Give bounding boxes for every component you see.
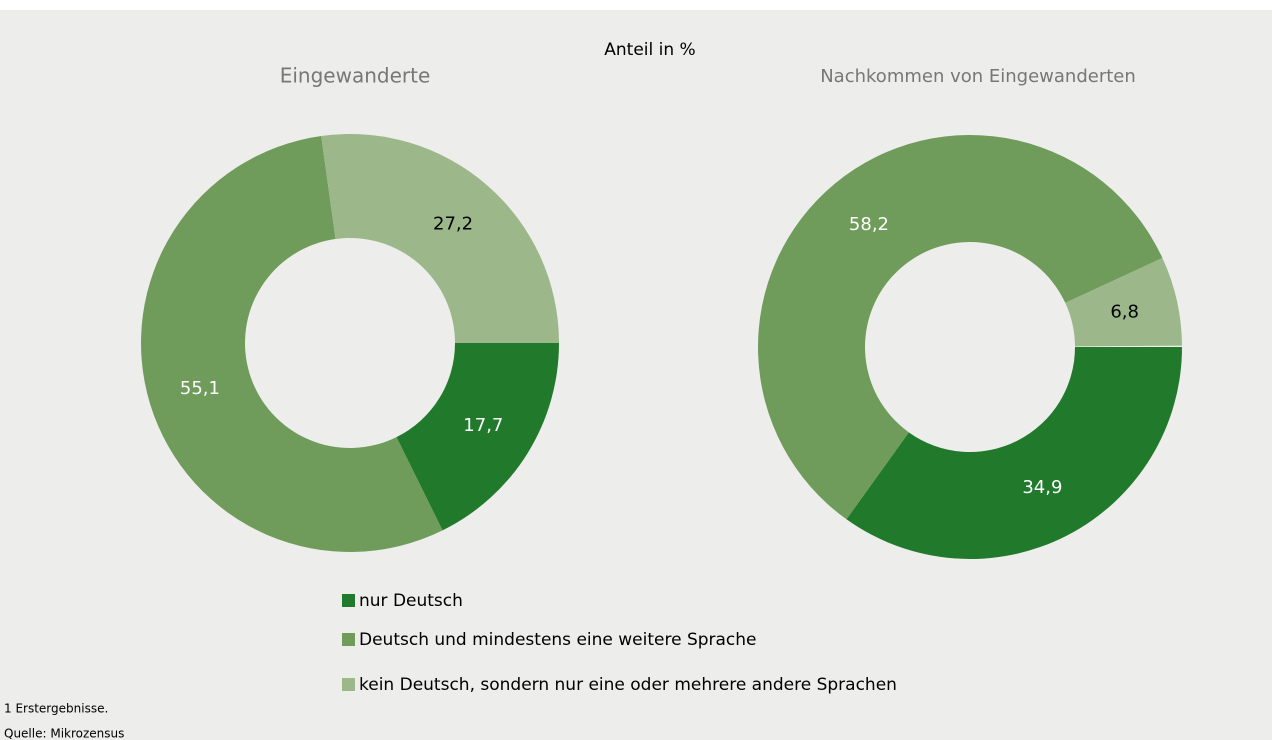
donut-segment: Deutsch und mindestens eine weitere Spra… xyxy=(758,135,1163,520)
footnote: Quelle: Mikrozensus xyxy=(4,727,124,740)
donut-segment: kein Deutsch, sondern nur eine oder mehr… xyxy=(1065,257,1182,347)
data-label: 55,1 xyxy=(180,378,220,399)
data-label: 27,2 xyxy=(433,214,473,235)
donut-segment: nur Deutsch xyxy=(846,347,1182,560)
data-label: 34,9 xyxy=(1022,477,1062,498)
donut-segment: nur Deutsch xyxy=(396,343,559,531)
legend-label: kein Deutsch, sondern nur eine oder mehr… xyxy=(359,675,897,695)
legend-swatch xyxy=(342,678,355,691)
legend-label: nur Deutsch xyxy=(359,591,463,611)
data-label: 6,8 xyxy=(1110,301,1139,322)
pie-title: Eingewanderte xyxy=(280,64,431,88)
legend-swatch xyxy=(342,594,355,607)
donut-segment: Deutsch und mindestens eine weitere Spra… xyxy=(140,135,443,553)
legend-label: Deutsch und mindestens eine weitere Spra… xyxy=(359,630,757,650)
legend-swatch xyxy=(342,633,355,646)
data-label: 58,2 xyxy=(849,214,889,235)
pie-title: Nachkommen von Eingewanderten xyxy=(820,66,1136,87)
chart-title: Anteil in % xyxy=(604,40,695,60)
data-label: 17,7 xyxy=(463,415,503,436)
donut-segment: kein Deutsch, sondern nur eine oder mehr… xyxy=(321,134,559,343)
footnote: 1 Erstergebnisse. xyxy=(4,702,108,716)
